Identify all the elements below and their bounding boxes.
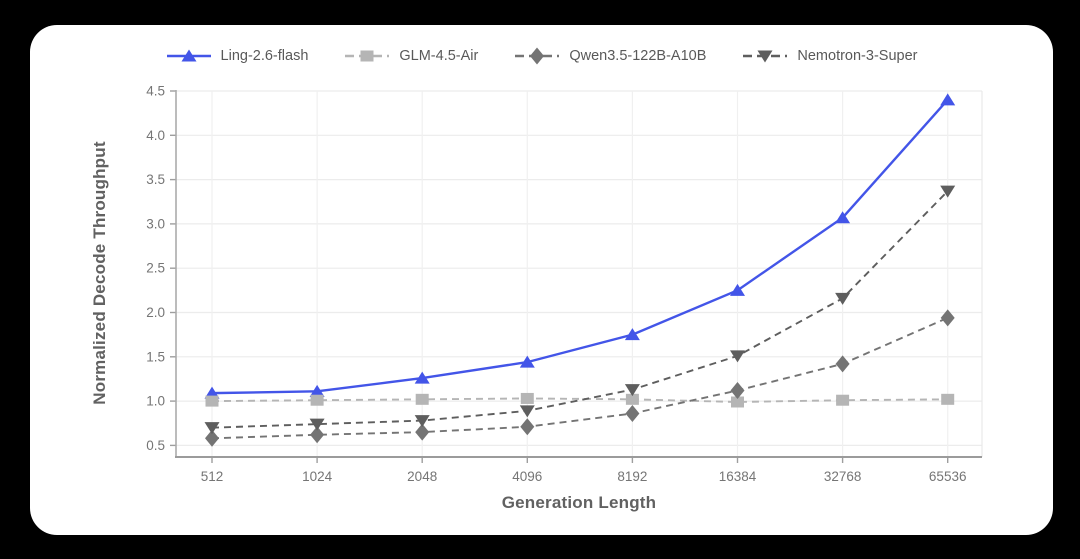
x-axis-title: Generation Length [501,493,657,512]
data-point-glm-4.5-air [310,394,324,406]
data-point-qwen3.5-122b-a10b [730,381,745,399]
legend-item-nemotron-3-super: Nemotron-3-Super [742,47,917,65]
square-icon [345,50,390,62]
data-point-qwen3.5-122b-a10b [940,309,955,327]
data-point-ling-2.6-flash [309,384,325,397]
data-point-qwen3.5-122b-a10b [835,355,850,373]
data-point-ling-2.6-flash [414,371,430,384]
data-point-ling-2.6-flash [624,328,640,341]
data-point-nemotron-3-super [624,384,640,397]
data-point-nemotron-3-super [730,350,745,363]
data-point-glm-4.5-air [625,393,639,405]
data-point-ling-2.6-flash [730,283,745,296]
legend-label: Qwen3.5-122B-A10B [569,48,707,64]
y-tick-label: 4.0 [146,128,165,143]
data-point-nemotron-3-super [940,185,956,198]
figure-card: Ling-2.6-flash GLM-4.5-Air Qwen3.5-122B-A1… [30,25,1053,535]
legend-label: GLM-4.5-Air [399,48,479,64]
data-point-ling-2.6-flash [519,355,535,368]
y-tick-label: 2.0 [146,305,165,320]
data-point-glm-4.5-air [941,393,955,405]
legend-item-ling-2.6-flash: Ling-2.6-flash [166,47,309,65]
legend-item-qwen3.5-122b-a10b: Qwen3.5-122B-A10B [514,47,706,65]
series-line-ling-2.6-flash [211,99,949,395]
series-line-glm-4.5-air [211,397,948,403]
data-point-nemotron-3-super [835,292,851,305]
x-tick-label: 65536 [929,469,967,484]
y-tick-label: 3.5 [146,172,165,187]
data-point-ling-2.6-flash [835,211,851,224]
y-tick-label: 1.0 [146,394,165,409]
y-tick-label: 2.5 [146,261,165,276]
y-tick-label: 3.0 [146,216,165,231]
chart-svg: 0.5 1.0 1.5 2.0 2.5 3.0 3.5 4.0 4.5 512 1024 2048 40… [146,84,983,484]
legend-item-glm-4.5-air: GLM-4.5-Air [344,47,478,65]
chart-legend: Ling-2.6-flash GLM-4.5-Air Qwen3.5-122B-A1… [30,47,1053,65]
x-tick-label: 1024 [302,469,333,484]
triangle-down-icon [743,50,788,63]
diamond-icon [515,47,560,65]
data-point-glm-4.5-air [415,393,429,405]
data-point-nemotron-3-super [204,422,220,435]
y-tick-label: 4.5 [146,84,165,99]
data-point-qwen3.5-122b-a10b [520,418,535,436]
data-point-nemotron-3-super [519,405,535,418]
y-tick-label: 1.5 [146,349,165,364]
x-tick-label: 32768 [824,469,862,484]
data-point-glm-4.5-air [520,392,534,404]
x-tick-label: 8192 [617,469,647,484]
data-point-nemotron-3-super [309,418,325,431]
data-point-qwen3.5-122b-a10b [205,429,219,447]
x-tick-label: 2048 [407,469,437,484]
y-axis-title: Normalized Decode Throughput [90,141,109,405]
data-point-nemotron-3-super [414,415,430,428]
data-point-glm-4.5-air [205,395,219,407]
series-line-nemotron-3-super [211,190,949,429]
data-point-ling-2.6-flash [940,93,956,106]
data-point-qwen3.5-122b-a10b [625,405,640,423]
data-point-qwen3.5-122b-a10b [310,426,325,444]
legend-label: Ling-2.6-flash [220,48,309,64]
data-point-glm-4.5-air [731,396,744,408]
data-point-glm-4.5-air [836,394,850,406]
x-tick-label: 4096 [512,469,542,484]
triangle-up-icon [166,49,211,62]
legend-label: Nemotron-3-Super [797,48,918,64]
x-tick-label: 512 [201,469,224,484]
x-tick-label: 16384 [719,469,757,484]
series-line-qwen3.5-122b-a10b [211,316,949,440]
y-tick-label: 0.5 [146,438,165,453]
data-point-qwen3.5-122b-a10b [415,423,430,441]
